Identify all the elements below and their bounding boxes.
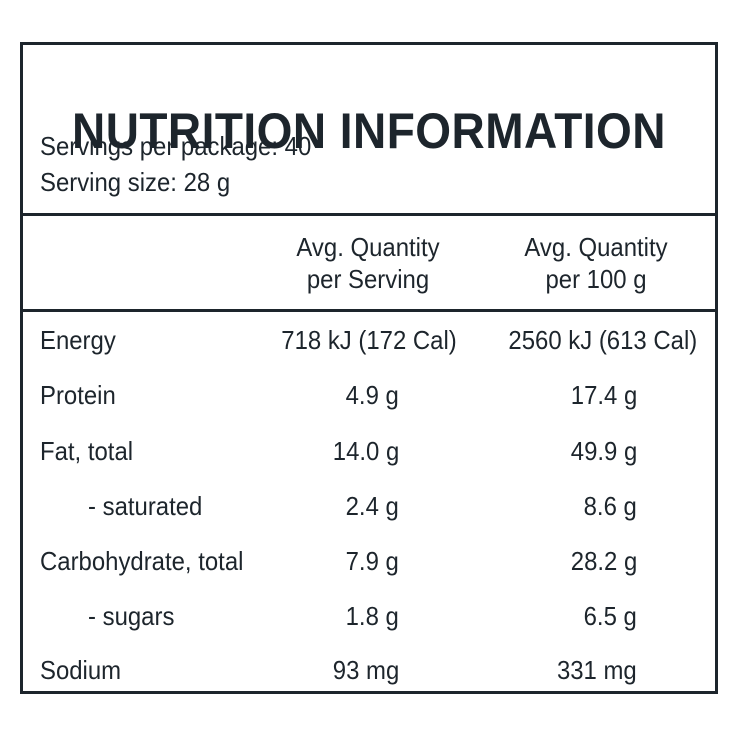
value-per-100g: 17.4 g	[570, 380, 637, 410]
value-per-serving: 93 mg	[332, 655, 399, 685]
column-header-line: per 100 g	[545, 264, 647, 294]
column-header-line: Avg. Quantity	[296, 232, 440, 262]
value-per-serving: 4.9 g	[345, 380, 399, 410]
value-per-100g: 28.2 g	[570, 546, 637, 576]
table-row-carbohydrate-total: Carbohydrate, total 7.9 g 28.2 g	[23, 541, 715, 581]
value-per-serving: 7.9 g	[345, 546, 399, 576]
row-label: Energy	[40, 325, 116, 355]
table-row-sodium: Sodium 93 mg 331 mg	[23, 650, 715, 690]
servings-per-package: Servings per package: 40	[40, 131, 312, 161]
value-per-100g: 6.5 g	[583, 601, 637, 631]
value-per-serving: 2.4 g	[345, 491, 399, 521]
table-row-energy: Energy 718 kJ (172 Cal) 2560 kJ (613 Cal…	[23, 320, 715, 360]
row-label: Carbohydrate, total	[40, 546, 244, 576]
column-header-line: per Serving	[306, 264, 430, 294]
row-label: Protein	[40, 380, 116, 410]
table-row-protein: Protein 4.9 g 17.4 g	[23, 375, 715, 415]
column-header-line: Avg. Quantity	[524, 232, 668, 262]
value-per-serving: 718 kJ (172 Cal)	[281, 325, 457, 355]
value-per-100g: 331 mg	[557, 655, 637, 685]
row-label: Sodium	[40, 655, 122, 685]
divider-top	[23, 213, 715, 216]
divider-header	[23, 309, 715, 312]
row-label: - saturated	[88, 491, 203, 521]
nutrition-panel: NUTRITION INFORMATION Servings per packa…	[20, 42, 718, 694]
column-header-per-serving: Avg. Quantity per Serving	[271, 231, 464, 295]
value-per-100g: 8.6 g	[583, 491, 637, 521]
value-per-serving: 14.0 g	[332, 436, 399, 466]
serving-size: Serving size: 28 g	[40, 167, 231, 197]
value-per-100g: 49.9 g	[570, 436, 637, 466]
table-row-fat-total: Fat, total 14.0 g 49.9 g	[23, 431, 715, 471]
row-label: - sugars	[88, 601, 175, 631]
row-label: Fat, total	[40, 436, 134, 466]
table-row-saturated: - saturated 2.4 g 8.6 g	[23, 486, 715, 526]
value-per-100g: 2560 kJ (613 Cal)	[508, 325, 697, 355]
panel-title: NUTRITION INFORMATION	[72, 103, 666, 159]
value-per-serving: 1.8 g	[345, 601, 399, 631]
table-row-sugars: - sugars 1.8 g 6.5 g	[23, 596, 715, 636]
column-header-per-100g: Avg. Quantity per 100 g	[499, 231, 692, 295]
